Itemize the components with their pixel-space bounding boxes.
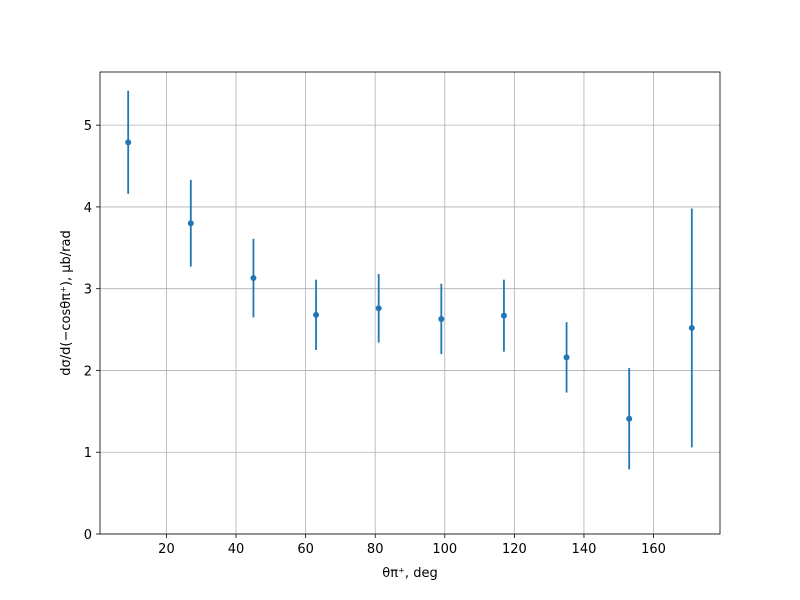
- data-point: [500, 312, 507, 319]
- y-tick-label: 1: [84, 446, 92, 461]
- y-tick-label: 3: [84, 283, 92, 298]
- x-tick-label: 40: [228, 542, 245, 557]
- y-tick-label: 4: [84, 201, 92, 216]
- x-axis-label: θπ⁺, deg: [382, 566, 437, 581]
- y-tick-label: 2: [84, 364, 92, 379]
- plot-frame: [99, 71, 721, 535]
- data-point: [313, 311, 320, 318]
- data-point: [688, 324, 695, 331]
- data-point: [438, 315, 445, 322]
- y-tick-label: 0: [84, 528, 92, 543]
- data-point: [626, 415, 633, 422]
- x-tick-label: 20: [158, 542, 175, 557]
- y-axis-label: dσ/d(−cosθπ⁺), μb/rad: [59, 230, 74, 375]
- x-tick-label: 80: [367, 542, 384, 557]
- x-tick-label: 100: [432, 542, 457, 557]
- x-tick-label: 140: [572, 542, 597, 557]
- data-point: [375, 305, 382, 312]
- data-point: [125, 139, 132, 146]
- x-tick-label: 160: [641, 542, 666, 557]
- data-point: [563, 354, 570, 361]
- x-tick-label: 120: [502, 542, 527, 557]
- x-tick-label: 60: [297, 542, 314, 557]
- y-tick-label: 5: [84, 119, 92, 134]
- data-point: [250, 275, 257, 282]
- data-point: [187, 220, 194, 227]
